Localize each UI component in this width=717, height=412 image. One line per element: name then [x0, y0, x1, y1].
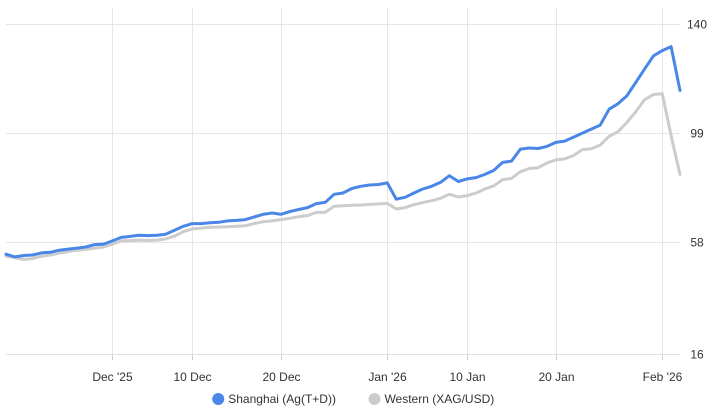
- plot-area: [4, 45, 682, 261]
- y-tick-label: 140: [687, 18, 707, 32]
- x-axis: Dec '25 10 Dec 20 Dec Jan '26 10 Jan 20 Jan Fe…: [92, 370, 682, 384]
- x-tick-label: Jan '26: [368, 370, 407, 384]
- x-tick-label: Dec '25: [92, 370, 133, 384]
- legend-marker: [368, 393, 381, 405]
- x-tick-label: 10 Dec: [173, 370, 211, 384]
- x-tick-label: 20 Jan: [538, 370, 574, 384]
- y-axis: 16 58 99 140: [687, 18, 707, 362]
- legend: Shanghai (Ag(T+D)) Western (XAG/USD): [212, 392, 494, 406]
- legend-marker: [212, 393, 225, 405]
- x-tick-label: 10 Jan: [449, 370, 485, 384]
- legend-label: Western (XAG/USD): [384, 392, 494, 406]
- x-tick-label: Feb '26: [643, 370, 683, 384]
- legend-label: Shanghai (Ag(T+D)): [228, 392, 336, 406]
- series-line-shanghai: [4, 45, 682, 259]
- y-tick-label: 16: [690, 348, 704, 362]
- y-tick-label: 99: [690, 127, 704, 141]
- grid: [6, 8, 680, 360]
- series-line-western: [4, 92, 682, 261]
- y-tick-label: 58: [690, 236, 704, 250]
- x-tick-label: 20 Dec: [262, 370, 300, 384]
